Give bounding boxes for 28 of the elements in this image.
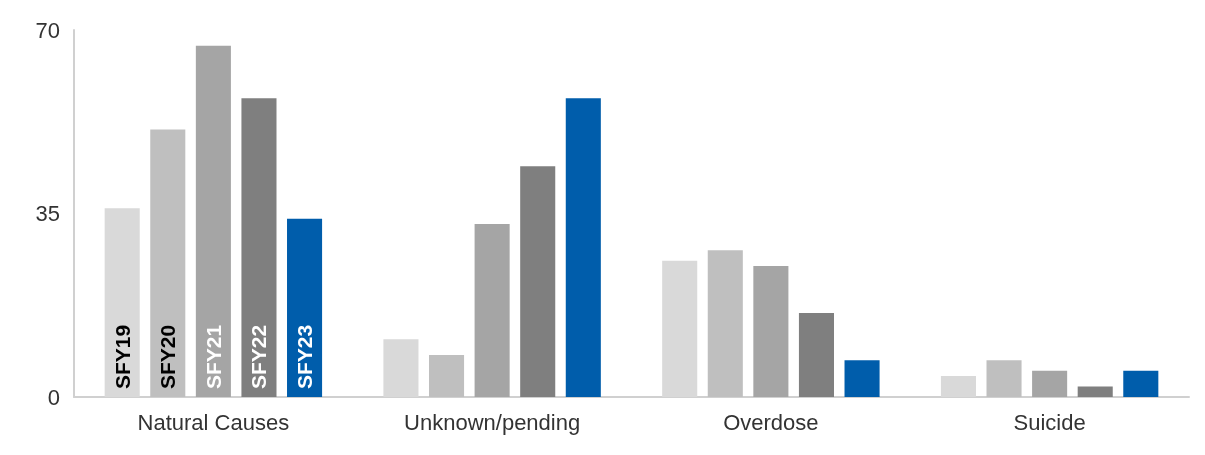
bar [287, 218, 323, 397]
bar [565, 98, 601, 397]
bar [707, 250, 743, 397]
x-tick-label: Overdose [723, 409, 819, 435]
bar [986, 360, 1022, 397]
series-label: SFY23 [293, 324, 317, 389]
x-tick-label: Suicide [1013, 409, 1086, 435]
series-label: SFY22 [247, 324, 271, 389]
series-label: SFY19 [110, 324, 134, 389]
y-tick-label: 70 [35, 17, 60, 43]
bar [150, 129, 186, 397]
x-tick-label: Natural Causes [137, 409, 290, 435]
x-tick-label: Unknown/pending [404, 409, 581, 435]
series-label: SFY20 [156, 324, 180, 389]
series-label: SFY21 [201, 324, 225, 389]
bar [1077, 386, 1113, 397]
bar [241, 98, 277, 397]
bar [520, 166, 556, 397]
bar [798, 313, 834, 397]
bar [1032, 370, 1068, 397]
bar [474, 223, 510, 397]
bar [1123, 370, 1159, 397]
y-tick-label: 0 [47, 384, 60, 410]
bar [429, 355, 465, 397]
y-tick-label: 35 [35, 201, 60, 226]
bar [195, 45, 231, 397]
bar [844, 360, 880, 397]
bar [753, 265, 789, 397]
